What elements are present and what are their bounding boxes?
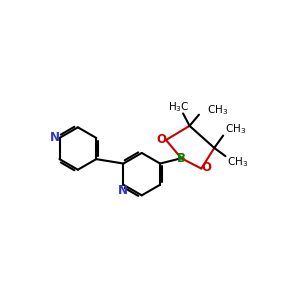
Text: CH$_3$: CH$_3$ <box>227 155 248 169</box>
Text: O: O <box>156 133 166 146</box>
Text: B: B <box>177 152 186 165</box>
Text: O: O <box>201 161 211 175</box>
Text: CH$_3$: CH$_3$ <box>225 122 246 136</box>
Text: H$_3$C: H$_3$C <box>168 101 189 115</box>
Text: N: N <box>118 184 128 197</box>
Text: CH$_3$: CH$_3$ <box>207 103 228 117</box>
Text: N: N <box>50 130 60 143</box>
